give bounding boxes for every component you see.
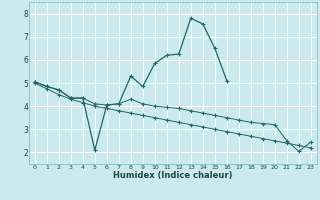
X-axis label: Humidex (Indice chaleur): Humidex (Indice chaleur) — [113, 171, 233, 180]
